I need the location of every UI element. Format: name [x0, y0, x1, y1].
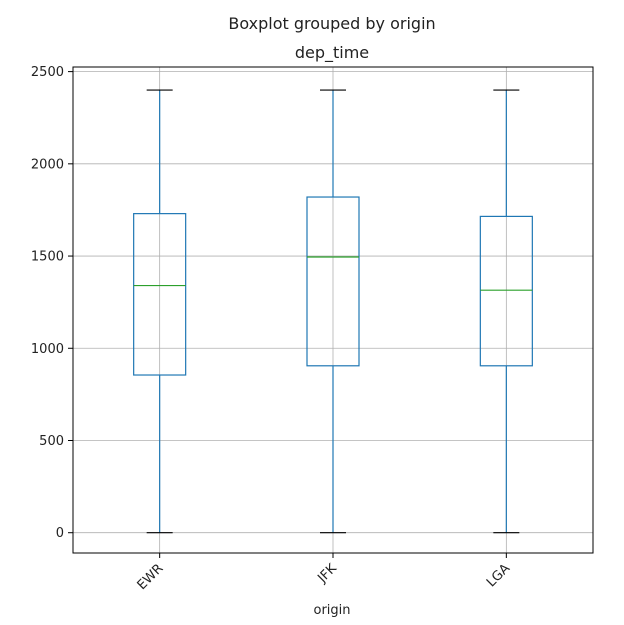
y-tick-label: 500	[39, 434, 64, 449]
box-lga	[479, 89, 533, 534]
iqr-box	[133, 213, 187, 376]
x-axis-label: origin	[313, 603, 350, 618]
box-jfk	[306, 89, 360, 534]
box-series	[133, 89, 533, 534]
chart-suptitle: Boxplot grouped by origin	[228, 14, 435, 33]
y-tick-label: 1000	[31, 342, 64, 357]
y-tick-label: 1500	[31, 250, 64, 265]
y-tick-label: 2500	[31, 65, 64, 80]
chart-title: dep_time	[295, 43, 369, 63]
x-tick-label: JFK	[314, 561, 340, 587]
x-tick-label: LGA	[484, 561, 513, 590]
x-tick-label: EWR	[135, 561, 167, 593]
iqr-box	[479, 215, 533, 367]
y-axis-ticks: 0 500 1000 1500 2000 2500	[31, 65, 73, 541]
box-ewr	[133, 89, 187, 534]
x-axis-ticks: EWR JFK LGA	[135, 553, 513, 593]
plot-frame	[72, 66, 594, 554]
y-tick-label: 2000	[31, 157, 64, 172]
iqr-box	[306, 196, 360, 367]
y-tick-label: 0	[56, 526, 64, 541]
